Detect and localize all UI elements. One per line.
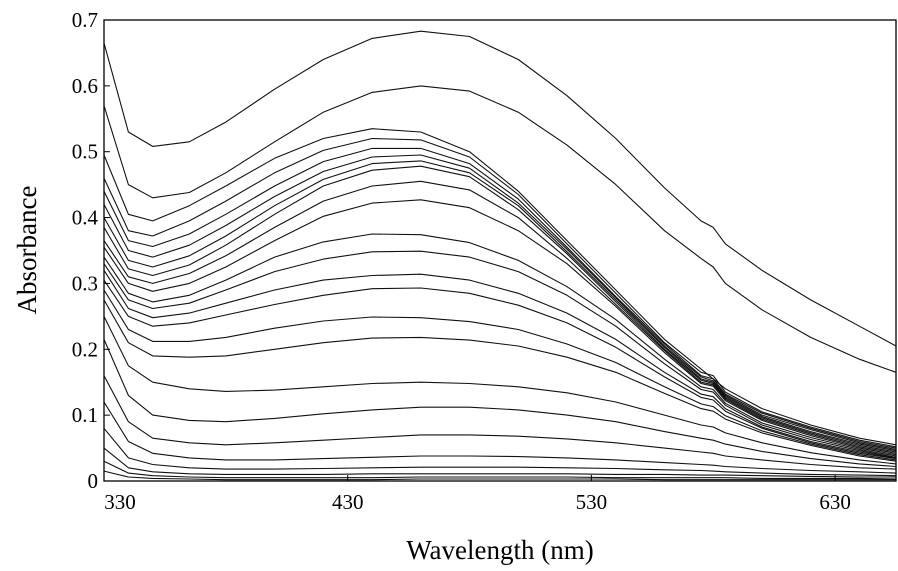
y-axis-ticks: 0 0.1 0.2 0.3 0.4 0.5 0.6 0.7 (72, 8, 110, 493)
x-tick-label: 430 (332, 490, 364, 514)
spectrum-line-18 (103, 339, 897, 468)
x-tick-label: 330 (104, 490, 136, 514)
spectrum-line-24 (103, 470, 896, 481)
y-tick-label: 0.5 (72, 140, 98, 164)
y-tick-label: 0 (88, 469, 99, 493)
spectrum-line-3 (103, 128, 897, 446)
spectrum-line-5 (103, 147, 897, 449)
x-axis-ticks: 330 430 530 630 (103, 475, 851, 514)
spectrum-line-11 (103, 233, 897, 457)
y-tick-label: 0.4 (72, 206, 99, 230)
spectrum-line-19 (103, 375, 897, 470)
spectrum-line-1 (103, 30, 897, 347)
y-tick-label: 0.2 (72, 337, 98, 361)
spectrum-line-23 (103, 460, 897, 480)
spectrum-line-7 (103, 160, 897, 452)
spectrum-line-21 (103, 427, 897, 477)
y-tick-label: 0.1 (72, 403, 98, 427)
spectrum-line-22 (103, 447, 896, 478)
spectrum-line-10 (103, 199, 897, 456)
spectrum-line-14 (103, 279, 897, 460)
spectrum-line-9 (103, 180, 897, 454)
spectrum-line-2 (103, 85, 897, 373)
spectrum-line-12 (103, 250, 897, 458)
spectrum-line-8 (103, 165, 897, 453)
series-layer (103, 30, 897, 481)
spectrum-line-20 (103, 401, 897, 474)
y-axis-label: Absorbance (12, 186, 42, 315)
x-axis-label: Wavelength (nm) (406, 535, 594, 565)
y-tick-label: 0.7 (72, 8, 98, 32)
spectrum-line-15 (103, 289, 897, 461)
x-tick-label: 630 (819, 490, 851, 514)
spectrum-line-6 (103, 154, 897, 450)
y-tick-label: 0.3 (72, 271, 98, 295)
x-tick-label: 530 (576, 490, 608, 514)
spectrum-line-4 (103, 137, 897, 448)
spectrum-line-16 (103, 299, 897, 462)
spectrum-line-13 (103, 270, 897, 459)
plot-frame (103, 19, 897, 482)
y-tick-label: 0.6 (72, 74, 98, 98)
spectrum-line-17 (103, 316, 897, 465)
